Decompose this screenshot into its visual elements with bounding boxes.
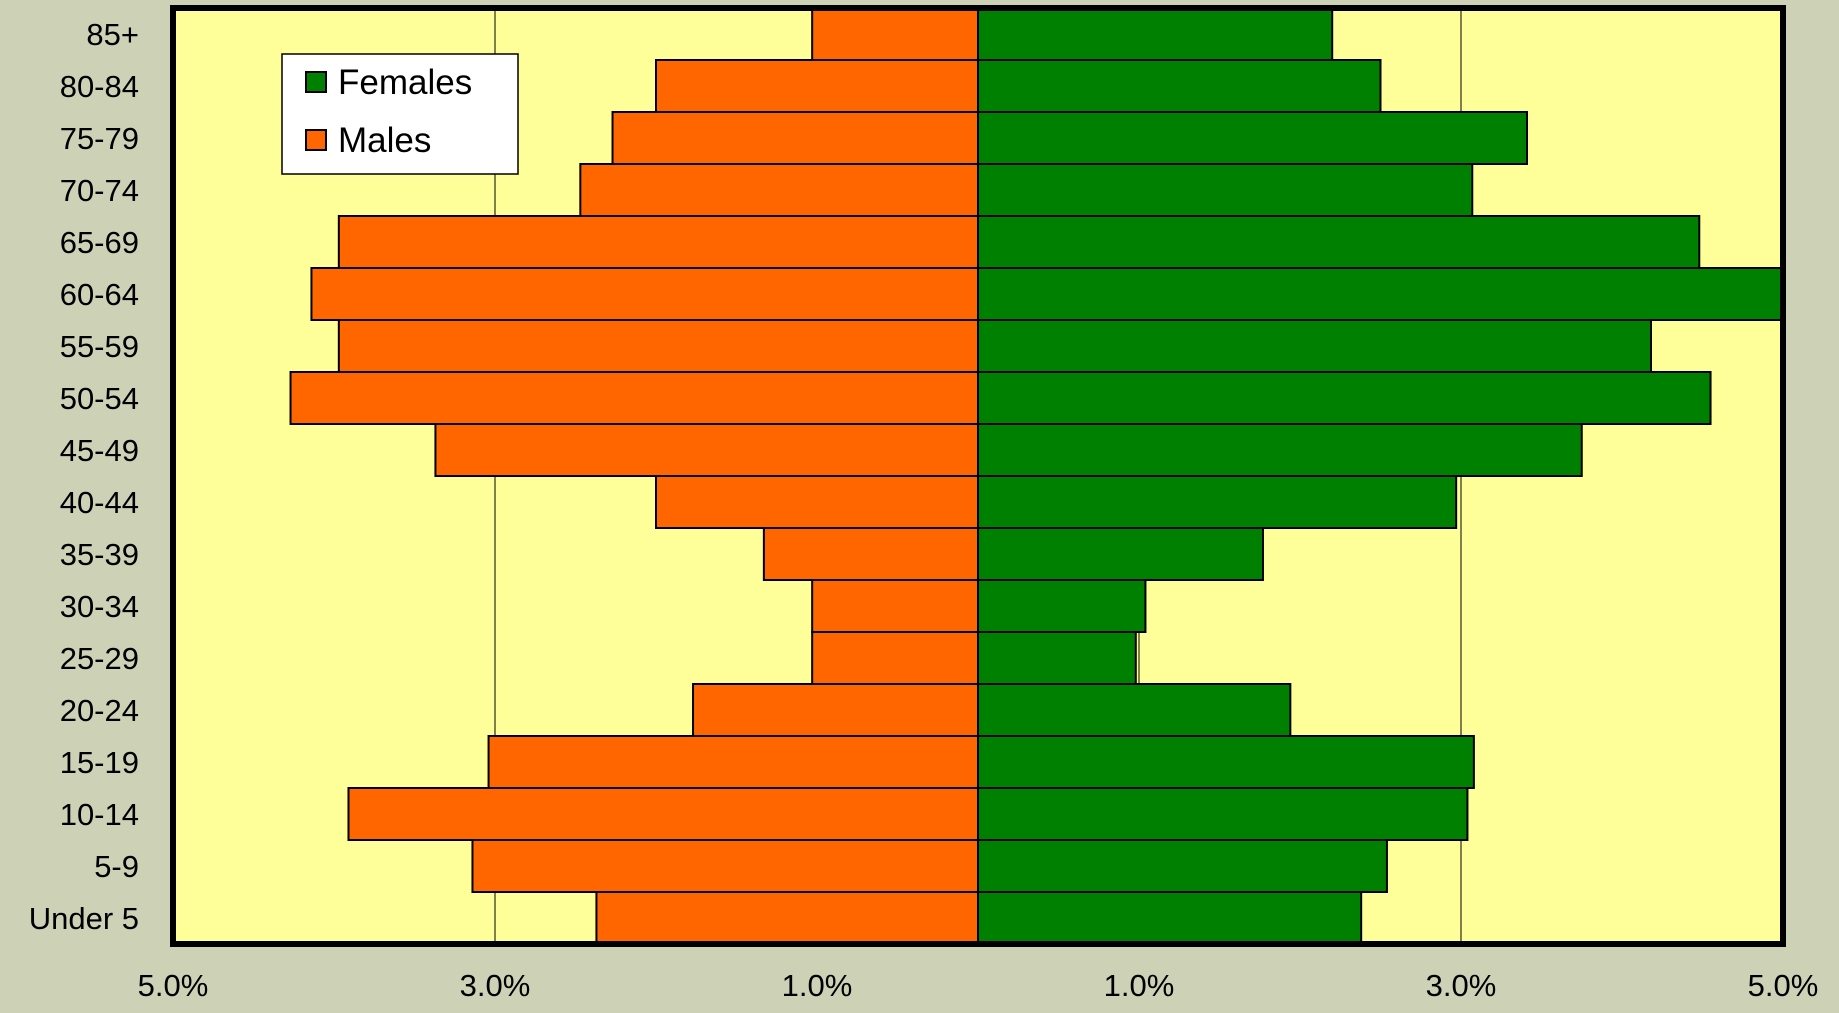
y-tick-label: 50-54 (60, 381, 139, 416)
bar-males (811, 631, 979, 685)
y-tick-label: 20-24 (60, 693, 139, 728)
y-tick-label: 5-9 (94, 849, 139, 884)
y-tick-label: 70-74 (60, 173, 139, 208)
plot-border (170, 5, 1786, 947)
bar-males (310, 267, 979, 321)
x-tick-label: 1.0% (1104, 968, 1175, 1003)
bar-females (977, 267, 1786, 321)
bar-females (977, 735, 1475, 789)
y-tick-label: Under 5 (29, 901, 139, 936)
bar-males (487, 735, 979, 789)
x-tick-label: 5.0% (1748, 968, 1819, 1003)
bar-females (977, 59, 1382, 113)
y-tick-label: 60-64 (60, 277, 139, 312)
bar-males (434, 423, 979, 477)
bar-females (977, 527, 1264, 581)
bar-females (977, 371, 1712, 425)
bar-females (977, 787, 1469, 841)
legend-label: Females (338, 63, 472, 102)
bar-males (692, 683, 980, 737)
y-tick-label: 35-39 (60, 537, 139, 572)
legend-swatch (305, 71, 327, 93)
x-tick-label: 1.0% (782, 968, 853, 1003)
y-tick-label: 40-44 (60, 485, 139, 520)
bar-females (977, 839, 1388, 893)
bar-males (337, 319, 979, 373)
bar-females (977, 215, 1701, 269)
bar-males (595, 891, 979, 945)
bar-males (762, 527, 979, 581)
bar-females (977, 475, 1458, 529)
bar-males (611, 111, 980, 165)
bar-males (289, 371, 979, 425)
x-tick-label: 5.0% (138, 968, 209, 1003)
legend-swatch (305, 129, 327, 151)
bar-males (471, 839, 979, 893)
bar-females (977, 423, 1583, 477)
y-tick-label: 15-19 (60, 745, 139, 780)
y-tick-label: 10-14 (60, 797, 139, 832)
y-tick-label: 25-29 (60, 641, 139, 676)
bar-females (977, 683, 1292, 737)
y-tick-label: 85+ (86, 17, 139, 52)
bar-females (977, 319, 1652, 373)
y-tick-label: 80-84 (60, 69, 139, 104)
bar-females (977, 631, 1137, 685)
bar-females (977, 111, 1529, 165)
y-tick-label: 75-79 (60, 121, 139, 156)
bar-males (347, 787, 979, 841)
bar-males (655, 59, 979, 113)
y-tick-label: 65-69 (60, 225, 139, 260)
bar-males (655, 475, 979, 529)
x-tick-label: 3.0% (1426, 968, 1497, 1003)
bar-females (977, 891, 1363, 945)
y-tick-label: 55-59 (60, 329, 139, 364)
bar-males (579, 163, 980, 217)
bar-males (811, 579, 979, 633)
bar-females (977, 579, 1147, 633)
legend-label: Males (338, 121, 431, 160)
bar-females (977, 163, 1474, 217)
bar-males (337, 215, 979, 269)
y-tick-label: 45-49 (60, 433, 139, 468)
bar-females (977, 7, 1334, 61)
y-tick-label: 30-34 (60, 589, 139, 624)
bar-males (811, 7, 979, 61)
x-tick-label: 3.0% (460, 968, 531, 1003)
